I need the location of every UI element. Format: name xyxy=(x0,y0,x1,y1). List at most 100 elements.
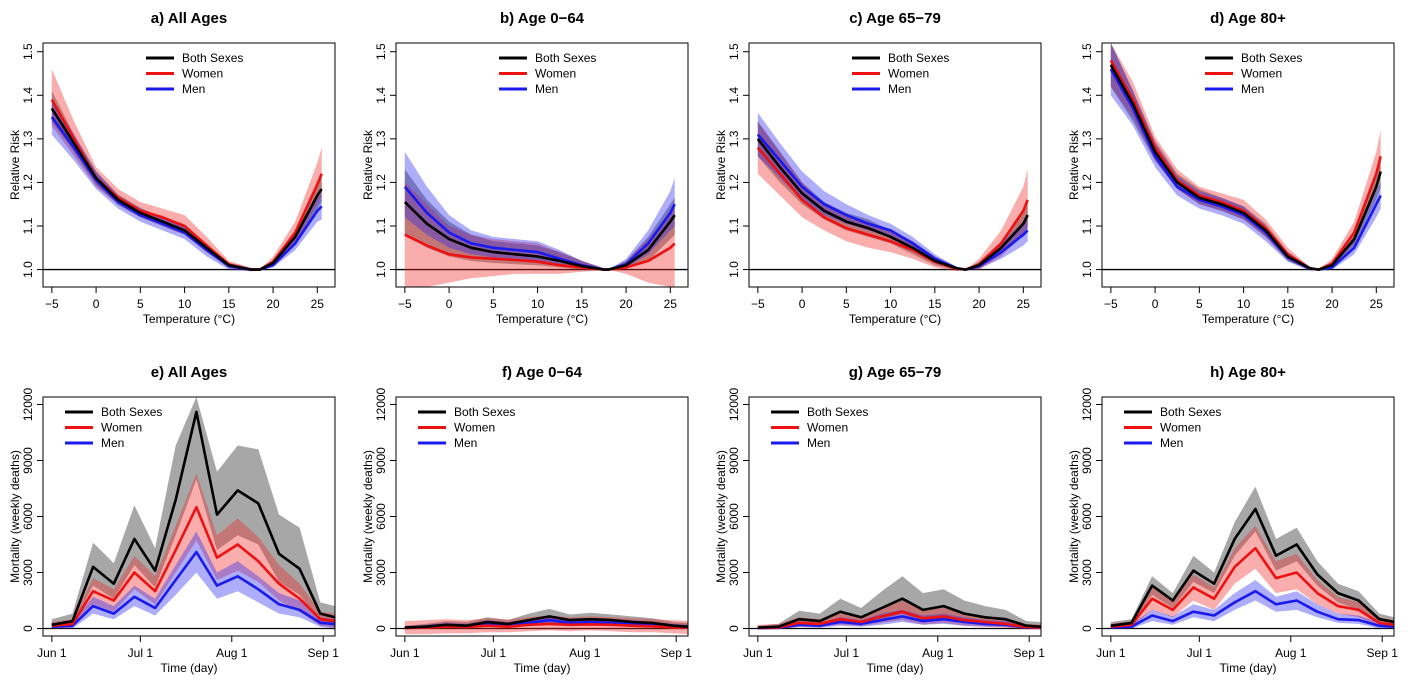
x-tick-label: 0 xyxy=(799,297,806,311)
x-tick-label: Jul 1 xyxy=(128,646,154,660)
legend-label: Men xyxy=(535,82,558,96)
x-tick-label: 15 xyxy=(575,297,589,311)
plot-area xyxy=(403,151,676,287)
y-tick-label: 12000 xyxy=(727,387,741,421)
series-line-2 xyxy=(756,133,1029,271)
x-tick-label: 25 xyxy=(1370,297,1384,311)
x-tick-label: 0 xyxy=(93,297,100,311)
x-axis-label: Time (day) xyxy=(867,661,924,675)
x-tick-label: Sep 1 xyxy=(1014,646,1046,660)
x-tick-label: Sep 1 xyxy=(308,646,340,660)
x-tick-label: 5 xyxy=(1196,297,1203,311)
y-axis-label: Relative Risk xyxy=(1067,129,1081,200)
x-tick-label: Aug 1 xyxy=(569,646,601,660)
y-tick-label: 1.3 xyxy=(374,130,388,147)
x-axis-label: Temperature (°C) xyxy=(143,312,235,326)
y-tick-label: 12000 xyxy=(21,387,35,421)
x-axis-label: Time (day) xyxy=(161,661,218,675)
ci-band-1 xyxy=(1110,43,1381,271)
legend-label: Women xyxy=(454,421,495,435)
y-tick-label: 6000 xyxy=(21,503,35,530)
y-tick-label: 0 xyxy=(374,625,388,632)
legend-label: Women xyxy=(1241,67,1282,81)
x-tick-label: Aug 1 xyxy=(1275,646,1307,660)
series-line-1 xyxy=(1110,546,1394,628)
plot-area xyxy=(404,608,688,635)
legend-label: Both Sexes xyxy=(888,51,949,65)
legend-label: Both Sexes xyxy=(454,405,515,419)
x-tick-label: 25 xyxy=(311,297,325,311)
x-tick-label: 15 xyxy=(1281,297,1295,311)
x-tick-label: 0 xyxy=(1152,297,1159,311)
y-tick-label: 3000 xyxy=(374,559,388,586)
series-line-0 xyxy=(1110,507,1394,627)
series-line-0 xyxy=(757,597,1041,629)
y-tick-label: 1.0 xyxy=(727,261,741,278)
panel-title: d) Age 80+ xyxy=(1210,10,1286,27)
x-tick-label: Jul 1 xyxy=(481,646,507,660)
y-tick-label: 9000 xyxy=(374,447,388,474)
y-axis-label: Mortality (weekly deaths) xyxy=(1067,450,1081,583)
x-tick-label: 25 xyxy=(1017,297,1031,311)
plot-area xyxy=(50,69,323,272)
y-tick-label: 9000 xyxy=(1080,447,1094,474)
x-tick-label: Aug 1 xyxy=(216,646,248,660)
x-tick-label: Sep 1 xyxy=(661,646,693,660)
series-line-2 xyxy=(50,116,323,271)
x-tick-label: 20 xyxy=(1325,297,1339,311)
panel-title: h) Age 80+ xyxy=(1210,364,1286,381)
x-tick-label: 0 xyxy=(446,297,453,311)
x-tick-label: −5 xyxy=(751,297,765,311)
ci-band-2 xyxy=(404,151,675,271)
y-tick-label: 12000 xyxy=(1080,387,1094,421)
y-tick-label: 1.0 xyxy=(21,261,35,278)
y-tick-label: 1.0 xyxy=(1080,261,1094,278)
y-tick-label: 1.3 xyxy=(1080,130,1094,147)
x-tick-label: 10 xyxy=(531,297,545,311)
chart-panel-4: e) All Ages Jun 1 Jul 1 Aug 1 Sep 1 0 3000 6000… xyxy=(8,364,339,675)
chart-panel-1: b) Age 0−64 −5 0 5 10 15 20 25 1.0 1.1 1.2 1.3 1.4 1.… xyxy=(361,10,689,326)
legend-label: Men xyxy=(888,82,911,96)
series-line-1 xyxy=(404,233,676,271)
x-tick-label: Jun 1 xyxy=(743,646,773,660)
legend-label: Both Sexes xyxy=(101,405,162,419)
y-tick-label: 1.5 xyxy=(374,43,388,60)
legend-label: Women xyxy=(807,421,848,435)
ci-band-0 xyxy=(1110,43,1381,271)
series-line-0 xyxy=(1109,64,1382,271)
legend-label: Women xyxy=(182,67,223,81)
y-axis-label: Relative Risk xyxy=(714,129,728,200)
plot-area xyxy=(756,112,1029,272)
x-tick-label: 20 xyxy=(972,297,986,311)
panel-title: c) Age 65−79 xyxy=(849,10,941,27)
series-line-2 xyxy=(403,185,676,271)
x-tick-label: 10 xyxy=(1237,297,1251,311)
x-axis-label: Time (day) xyxy=(514,661,571,675)
y-tick-label: 1.2 xyxy=(727,174,741,191)
x-tick-label: 5 xyxy=(490,297,497,311)
y-tick-label: 12000 xyxy=(374,387,388,421)
legend-label: Men xyxy=(1241,82,1264,96)
x-tick-label: Jun 1 xyxy=(37,646,67,660)
x-tick-label: Jun 1 xyxy=(390,646,420,660)
plot-frame xyxy=(395,396,689,637)
chart-panel-5: f) Age 0−64 Jun 1 Jul 1 Aug 1 Sep 1 0 3000 6000… xyxy=(361,364,692,675)
legend-label: Men xyxy=(182,82,205,96)
series-line-2 xyxy=(51,550,335,628)
y-axis-label: Relative Risk xyxy=(361,129,375,200)
plot-area xyxy=(757,576,1041,630)
plot-area xyxy=(1109,43,1382,271)
y-tick-label: 1.5 xyxy=(21,43,35,60)
plot-area xyxy=(51,397,335,629)
chart-panel-0: a) All Ages −5 0 5 10 15 20 25 1.0 1.1 1.2 1.3 1.4 1.… xyxy=(8,10,336,326)
panel-title: b) Age 0−64 xyxy=(500,10,585,27)
legend-label: Women xyxy=(888,67,929,81)
ci-band-1 xyxy=(404,182,675,287)
y-tick-label: 1.3 xyxy=(727,130,741,147)
y-tick-label: 9000 xyxy=(727,447,741,474)
ci-band-1 xyxy=(1110,525,1394,629)
